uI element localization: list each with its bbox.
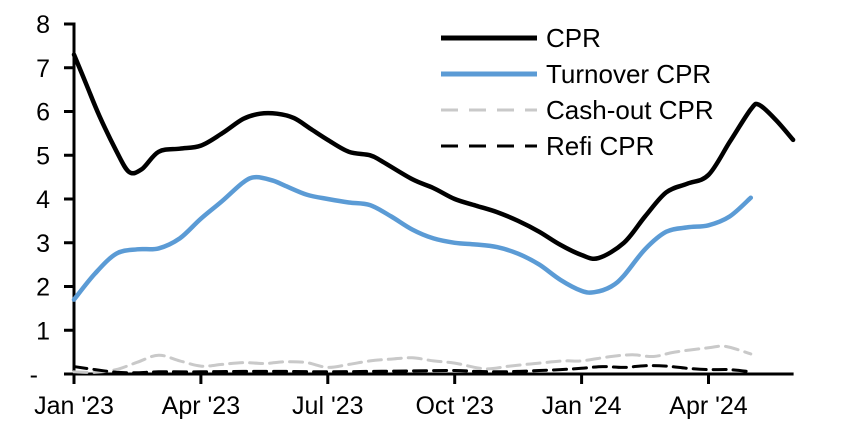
y-tick-label: 1 [36,317,50,345]
y-tick-label: 2 [36,274,50,302]
y-tick-label: 7 [36,55,50,83]
legend-label-cpr: CPR [546,23,601,53]
legend-item-refi-cpr: Refi CPR [441,128,714,164]
legend-line-sample-turnover-cpr [441,71,537,77]
x-tick-label: Jul '23 [292,392,363,420]
series-line-cpr [71,52,796,262]
legend-item-cpr: CPR [441,20,714,56]
y-tick-label: 8 [36,11,50,39]
legend-label-cash-out-cpr: Cash-out CPR [546,95,714,125]
legend-item-cash-out-cpr: Cash-out CPR [441,92,714,128]
y-tick-label: 6 [36,99,50,127]
legend: CPR Turnover CPR Cash-out CPR Refi CPR [441,20,714,164]
series-line-cash-out-cpr [72,344,753,374]
series-line-refi-cpr [72,364,753,375]
x-tick-label: Jan '24 [542,392,622,420]
y-tick-label: - [30,361,38,389]
legend-line-sample-refi-cpr [441,144,537,148]
series-line-turnover-cpr [71,174,754,302]
x-tick-label: Oct '23 [415,392,493,420]
x-tick-label: Apr '24 [669,392,748,420]
x-tick-label: Jan '23 [34,392,114,420]
y-tick-label: 4 [36,186,50,214]
legend-label-turnover-cpr: Turnover CPR [546,59,712,89]
y-tick-label: 3 [36,230,50,258]
legend-item-turnover-cpr: Turnover CPR [441,56,714,92]
legend-line-sample-cash-out-cpr [441,108,537,112]
legend-label-refi-cpr: Refi CPR [546,131,655,161]
x-tick-label: Apr '23 [162,392,240,420]
legend-line-sample-cpr [441,35,537,41]
y-tick-label: 5 [36,142,50,170]
